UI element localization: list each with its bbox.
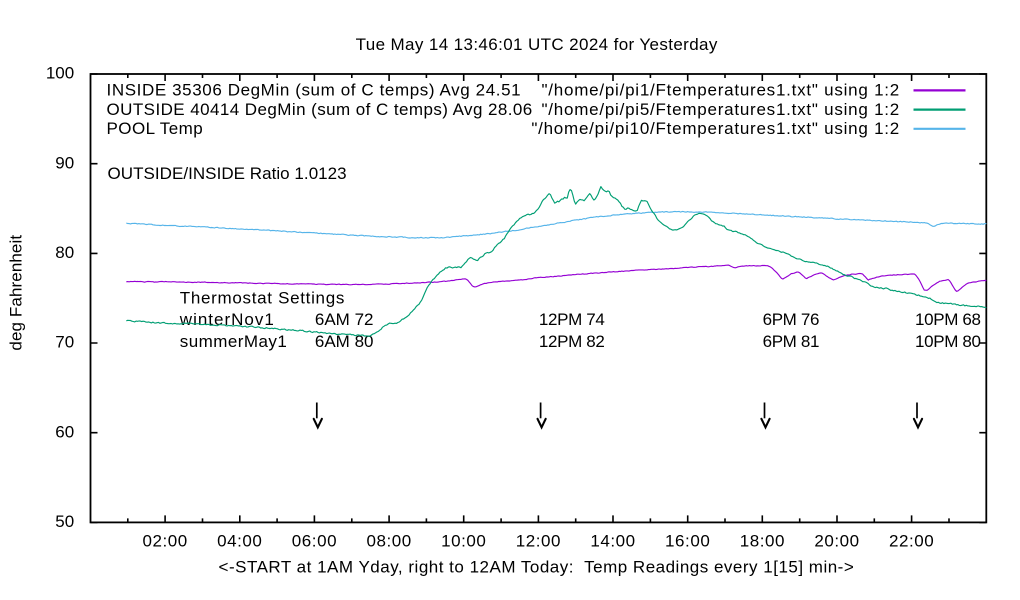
- svg-text:OUTSIDE 40414 DegMin (sum of C: OUTSIDE 40414 DegMin (sum of C temps) Av…: [107, 100, 533, 119]
- svg-text:summerMay1: summerMay1: [180, 332, 287, 351]
- svg-text:POOL Temp: POOL Temp: [107, 119, 204, 138]
- svg-text:"/home/pi/pi1/Ftemperatures1.t: "/home/pi/pi1/Ftemperatures1.txt" using …: [542, 81, 900, 100]
- svg-text:6AM 72: 6AM 72: [315, 310, 374, 329]
- svg-text:18:00: 18:00: [740, 532, 785, 551]
- svg-text:70: 70: [55, 333, 74, 352]
- svg-text:10PM 68: 10PM 68: [915, 310, 981, 329]
- svg-text:OUTSIDE/INSIDE Ratio 1.0123: OUTSIDE/INSIDE Ratio 1.0123: [108, 164, 347, 183]
- svg-text:Thermostat Settings: Thermostat Settings: [180, 289, 345, 308]
- svg-text:14:00: 14:00: [590, 532, 635, 551]
- svg-text:6PM 76: 6PM 76: [763, 310, 820, 329]
- svg-text:50: 50: [55, 512, 74, 531]
- svg-text:10PM 80: 10PM 80: [915, 332, 981, 351]
- svg-text:90: 90: [55, 153, 74, 172]
- svg-text:deg Fahrenheit: deg Fahrenheit: [7, 235, 26, 351]
- svg-text:10:00: 10:00: [441, 532, 486, 551]
- svg-text:Tue May 14 13:46:01 UTC 2024 f: Tue May 14 13:46:01 UTC 2024 for Yesterd…: [356, 35, 718, 54]
- svg-text:6PM 81: 6PM 81: [763, 332, 820, 351]
- svg-text:<-START at 1AM Yday, right to: <-START at 1AM Yday, right to 12AM Today…: [219, 558, 855, 577]
- svg-text:80: 80: [55, 243, 74, 262]
- svg-text:02:00: 02:00: [143, 532, 188, 551]
- svg-text:16:00: 16:00: [665, 532, 710, 551]
- svg-text:12PM 74: 12PM 74: [539, 310, 605, 329]
- svg-text:12:00: 12:00: [516, 532, 561, 551]
- svg-text:60: 60: [55, 422, 74, 441]
- svg-text:100: 100: [46, 64, 74, 83]
- svg-text:06:00: 06:00: [292, 532, 337, 551]
- svg-text:"/home/pi/pi5/Ftemperatures1.t: "/home/pi/pi5/Ftemperatures1.txt" using …: [542, 100, 900, 119]
- svg-text:04:00: 04:00: [217, 532, 262, 551]
- svg-text:08:00: 08:00: [366, 532, 411, 551]
- svg-text:INSIDE 35306 DegMin (sum of C: INSIDE 35306 DegMin (sum of C temps) Avg…: [107, 81, 522, 100]
- svg-text:22:00: 22:00: [889, 532, 934, 551]
- svg-text:6AM 80: 6AM 80: [315, 332, 374, 351]
- svg-text:20:00: 20:00: [814, 532, 859, 551]
- svg-text:12PM 82: 12PM 82: [539, 332, 605, 351]
- svg-text:"/home/pi/pi10/Ftemperatures1.: "/home/pi/pi10/Ftemperatures1.txt" using…: [531, 119, 900, 138]
